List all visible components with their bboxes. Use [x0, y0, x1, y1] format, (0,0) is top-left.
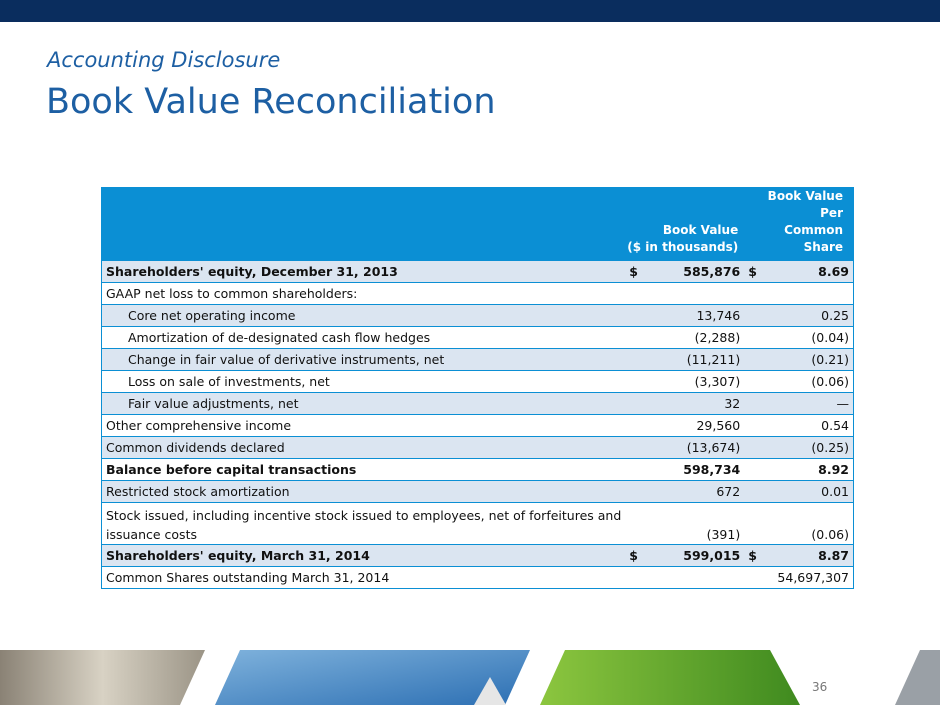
cell [744, 458, 766, 481]
decorative-strip [0, 650, 940, 705]
cell-text: $ [744, 544, 766, 567]
cell [744, 414, 766, 437]
cell-text: Common Share [784, 223, 843, 254]
cell-text: (0.06) [765, 370, 854, 393]
cell-text: Book Value [662, 223, 739, 237]
row: Loss on sale of investments, net (3,307) (… [101, 370, 854, 393]
cell-text: (0.06) [765, 502, 854, 545]
cell-text: Core net operating income [101, 304, 626, 327]
cell-text: 54,697,307 [744, 566, 854, 589]
subtitle: Accounting Disclosure [47, 48, 281, 72]
cell-text: Other comprehensive income [101, 414, 626, 437]
row: Change in fair value of derivative instr… [101, 348, 854, 371]
cell-text: 8.69 [765, 260, 854, 283]
cell-text: Stock issued, including incentive stock … [106, 508, 622, 523]
cell [625, 348, 653, 371]
row: Stock issued, including incentive stock … [101, 502, 854, 545]
cell-text: Common Shares outstanding March 31, 2014 [101, 566, 626, 589]
cell-text: (2,288) [652, 326, 745, 349]
cell-text: Change in fair value of derivative instr… [101, 348, 626, 371]
cell-text: (0.25) [765, 436, 854, 459]
cell [625, 458, 653, 481]
cell [625, 480, 653, 503]
cell-text: Restricted stock amortization [101, 480, 626, 503]
cell-text: ($ in thousands) [627, 240, 739, 254]
cell-text: 598,734 [652, 458, 745, 481]
cell-text: 13,746 [652, 304, 745, 327]
cell-text: 0.54 [765, 414, 854, 437]
cell [625, 326, 653, 349]
row: Common Shares outstanding March 31, 2014… [101, 566, 854, 589]
cell: Stock issued, including incentive stock … [101, 502, 626, 545]
cell-text: Common dividends declared [101, 436, 626, 459]
cell-text: $ [625, 544, 653, 567]
reconciliation-table: Book Value ($ in thousands) Book Value Pe… [101, 187, 854, 589]
cell-text: 672 [652, 480, 745, 503]
cell [625, 370, 653, 393]
cell-text: (3,307) [652, 370, 745, 393]
cell-text: 0.25 [765, 304, 854, 327]
cell-text: (0.21) [765, 348, 854, 371]
cell-text: $ [744, 260, 766, 283]
cell [744, 392, 766, 415]
row: Restricted stock amortization 672 0.01 [101, 480, 854, 503]
cell-text: issuance costs [106, 527, 197, 542]
column-header: Book Value ($ in thousands) [625, 187, 745, 261]
cell-text: 585,876 [652, 260, 745, 283]
cell-text: 0.01 [765, 480, 854, 503]
cell-text: — [765, 392, 854, 415]
row: Shareholders' equity, December 31, 2013 $… [101, 260, 854, 283]
cell-text: 599,015 [652, 544, 745, 567]
page-number: 36 [812, 680, 828, 694]
cell-text: Shareholders' equity, March 31, 2014 [101, 544, 626, 567]
cell-text: $ [625, 260, 653, 283]
cell-text: 32 [652, 392, 745, 415]
cell-text: Balance before capital transactions [101, 458, 626, 481]
cell [625, 436, 653, 459]
cell [625, 414, 653, 437]
cell [744, 304, 766, 327]
column-header: Book Value Per Common Share [744, 187, 854, 261]
row: Core net operating income 13,746 0.25 [101, 304, 854, 327]
cell [652, 566, 745, 589]
cell [744, 370, 766, 393]
row: Other comprehensive income 29,560 0.54 [101, 414, 854, 437]
header-blank [101, 187, 626, 261]
cell [625, 304, 653, 327]
cell [744, 326, 766, 349]
cell-text: (13,674) [652, 436, 745, 459]
header-row: Book Value ($ in thousands) Book Value Pe… [101, 187, 854, 261]
row: Fair value adjustments, net 32 — [101, 392, 854, 415]
cell-text: Shareholders' equity, December 31, 2013 [101, 260, 626, 283]
cell [744, 502, 766, 545]
row: Balance before capital transactions 598,7… [101, 458, 854, 481]
cell-text: Loss on sale of investments, net [101, 370, 626, 393]
cell [625, 566, 653, 589]
cell [744, 480, 766, 503]
cell [744, 348, 766, 371]
cell-text: Amortization of de-designated cash flow … [101, 326, 626, 349]
row: Common dividends declared (13,674) (0.25) [101, 436, 854, 459]
cell-text: Book Value Per [767, 189, 843, 220]
top-bar [0, 0, 940, 22]
cell [744, 436, 766, 459]
cell-text: (391) [652, 502, 745, 545]
cell-text: 8.92 [765, 458, 854, 481]
row: Shareholders' equity, March 31, 2014 $599… [101, 544, 854, 567]
cell-text: GAAP net loss to common shareholders: [101, 282, 854, 305]
cell-text: (0.04) [765, 326, 854, 349]
cell-text: 29,560 [652, 414, 745, 437]
title: Book Value Reconciliation [46, 82, 496, 122]
cell-text: 8.87 [765, 544, 854, 567]
cell [625, 502, 653, 545]
row: Amortization of de-designated cash flow … [101, 326, 854, 349]
cell-text: (11,211) [652, 348, 745, 371]
cell-text: Fair value adjustments, net [101, 392, 626, 415]
row: GAAP net loss to common shareholders: [101, 282, 854, 305]
cell [625, 392, 653, 415]
